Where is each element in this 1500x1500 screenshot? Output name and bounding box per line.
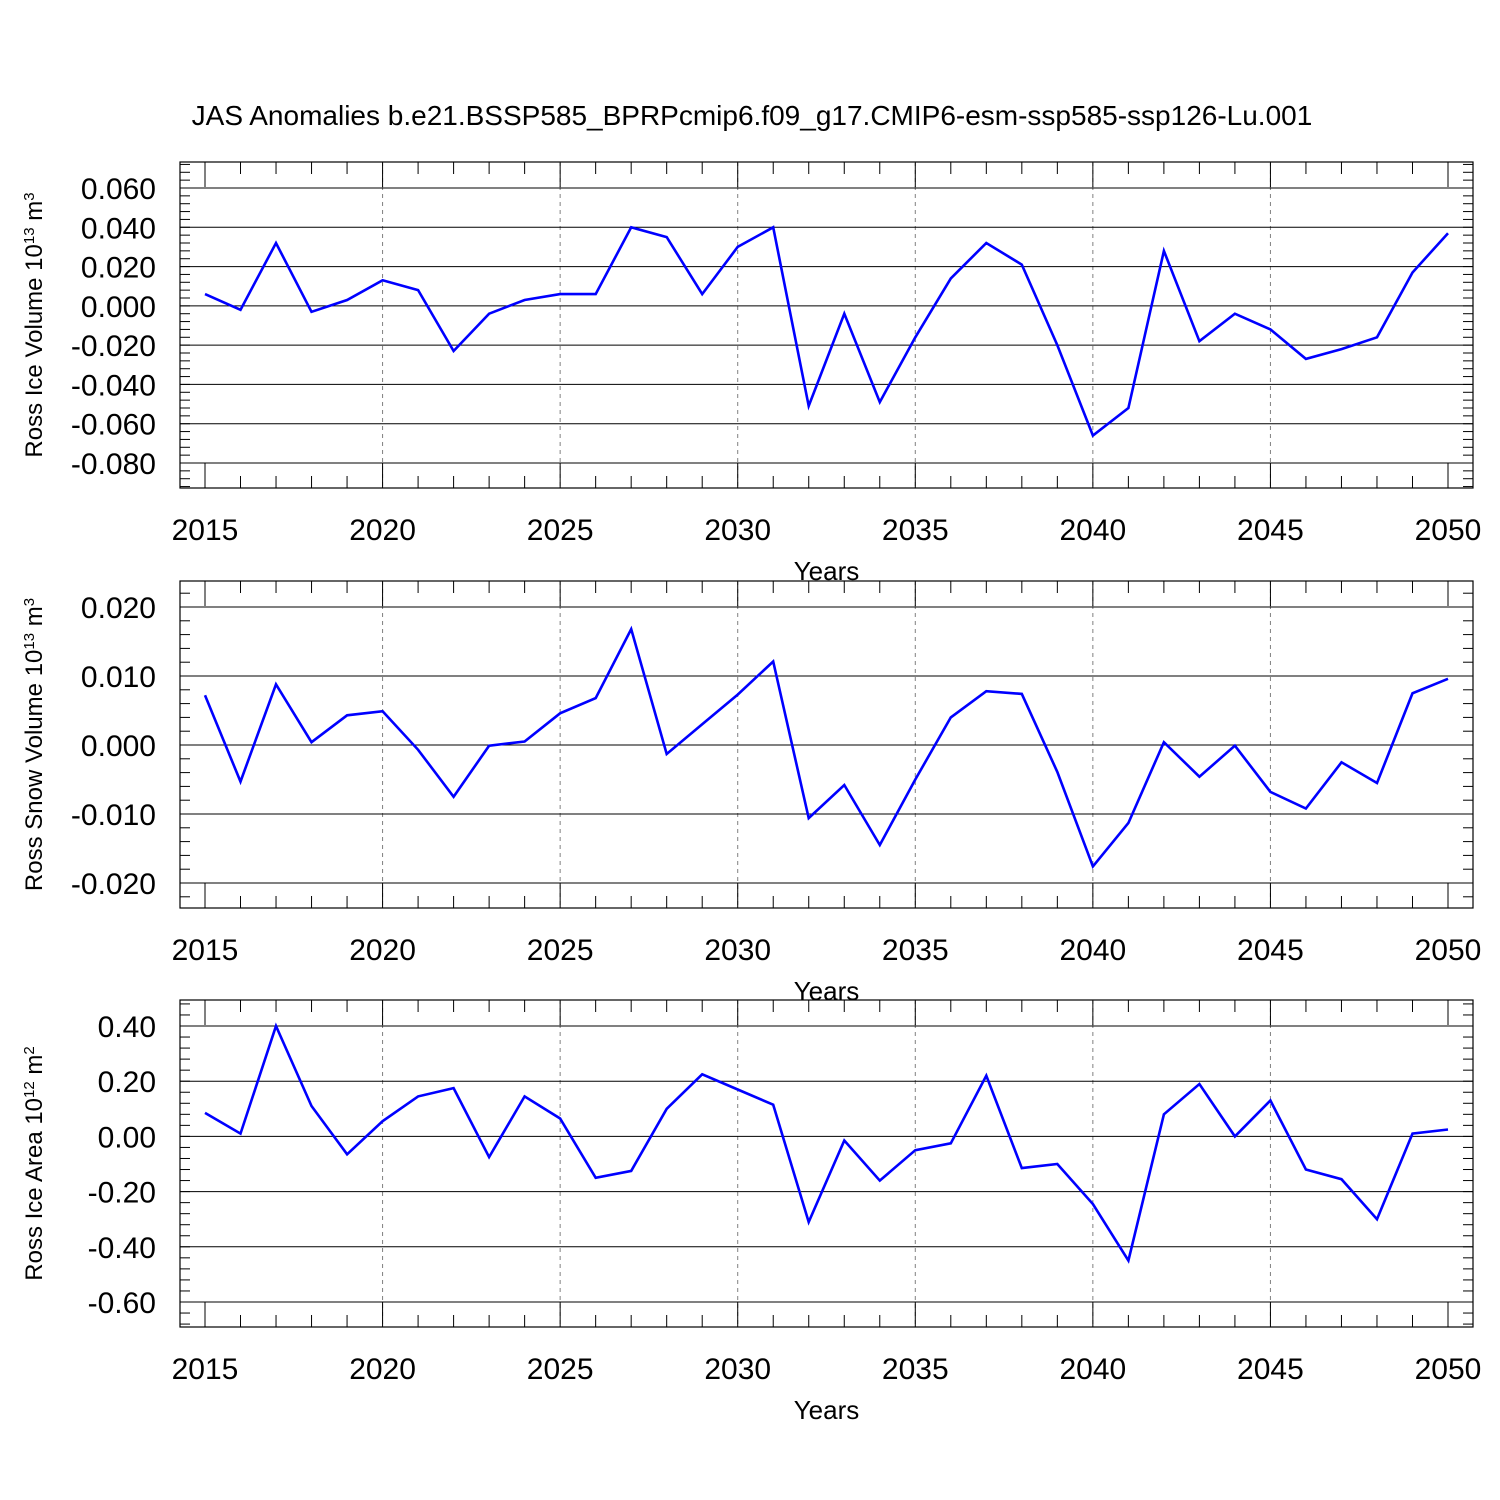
y-tick-label: -0.20 (88, 1177, 156, 1210)
x-tick-label: 2035 (882, 934, 949, 967)
y-tick-label: -0.60 (88, 1287, 156, 1320)
series-line (203, 625, 1449, 869)
y-tick-label: 0.20 (98, 1066, 156, 1099)
y-tick-label: -0.010 (71, 799, 156, 832)
chart-title: JAS Anomalies b.e21.BSSP585_BPRPcmip6.f0… (192, 100, 1313, 131)
x-tick-label: 2030 (704, 514, 771, 547)
x-tick-label: 2025 (527, 934, 594, 967)
y-tick-label: 0.060 (81, 173, 156, 206)
x-tick-label: 2050 (1415, 1353, 1482, 1386)
y-axis-label: Ross Ice Area 1012 m2 (21, 1046, 49, 1280)
x-axis-label: Years (794, 1395, 860, 1425)
x-tick-label: 2050 (1415, 514, 1482, 547)
y-tick-label: 0.40 (98, 1011, 156, 1044)
plot-frame (179, 161, 1474, 489)
y-tick-label: -0.080 (71, 448, 156, 481)
y-tick-label: 0.000 (81, 291, 156, 324)
y-tick-label: -0.40 (88, 1232, 156, 1265)
series-line (204, 1022, 1449, 1264)
y-tick-label: 0.00 (98, 1121, 156, 1154)
x-tick-label: 2020 (349, 514, 416, 547)
x-tick-label: 2045 (1237, 514, 1304, 547)
x-tick-label: 2020 (349, 1353, 416, 1386)
x-tick-label: 2040 (1059, 1353, 1126, 1386)
x-tick-label: 2040 (1059, 514, 1126, 547)
y-tick-label: -0.020 (71, 868, 156, 901)
x-tick-label: 2050 (1415, 934, 1482, 967)
x-tick-label: 2045 (1237, 934, 1304, 967)
series-line (204, 225, 1449, 438)
x-tick-label: 2015 (172, 514, 239, 547)
panel-ice-area: -0.60 -0.40 -0.20 0.00 0.20 0.40 2015 2020 2025 2… (21, 999, 1482, 1425)
x-tick-label: 2015 (172, 934, 239, 967)
x-tick-label: 2025 (527, 514, 594, 547)
x-tick-label: 2030 (704, 934, 771, 967)
y-tick-label: 0.000 (81, 730, 156, 763)
y-tick-label: -0.020 (71, 330, 156, 363)
y-tick-label: 0.040 (81, 212, 156, 245)
y-tick-label: 0.020 (81, 592, 156, 625)
x-tick-label: 2015 (172, 1353, 239, 1386)
x-tick-label: 2040 (1059, 934, 1126, 967)
y-axis-label: Ross Snow Volume 1013 m3 (21, 598, 49, 891)
panel-snow-volume: -0.020 -0.010 0.000 0.010 0.020 2015 2020 2025 2… (21, 580, 1482, 1006)
x-tick-label: 2035 (882, 514, 949, 547)
x-tick-label: 2025 (527, 1353, 594, 1386)
y-tick-label: -0.060 (71, 409, 156, 442)
plot-frame (179, 999, 1474, 1328)
x-tick-label: 2035 (882, 1353, 949, 1386)
y-tick-label: -0.040 (71, 369, 156, 402)
x-tick-label: 2045 (1237, 1353, 1304, 1386)
x-tick-label: 2030 (704, 1353, 771, 1386)
x-tick-label: 2020 (349, 934, 416, 967)
y-axis-label: Ross Ice Volume 1013 m3 (21, 192, 49, 457)
x-axis-label: Years (794, 976, 860, 1006)
panel-ice-volume: -0.080 -0.060 -0.040 -0.020 0.000 0.020 0.040 0… (21, 161, 1482, 586)
y-tick-label: 0.020 (81, 252, 156, 285)
y-tick-label: 0.010 (81, 661, 156, 694)
